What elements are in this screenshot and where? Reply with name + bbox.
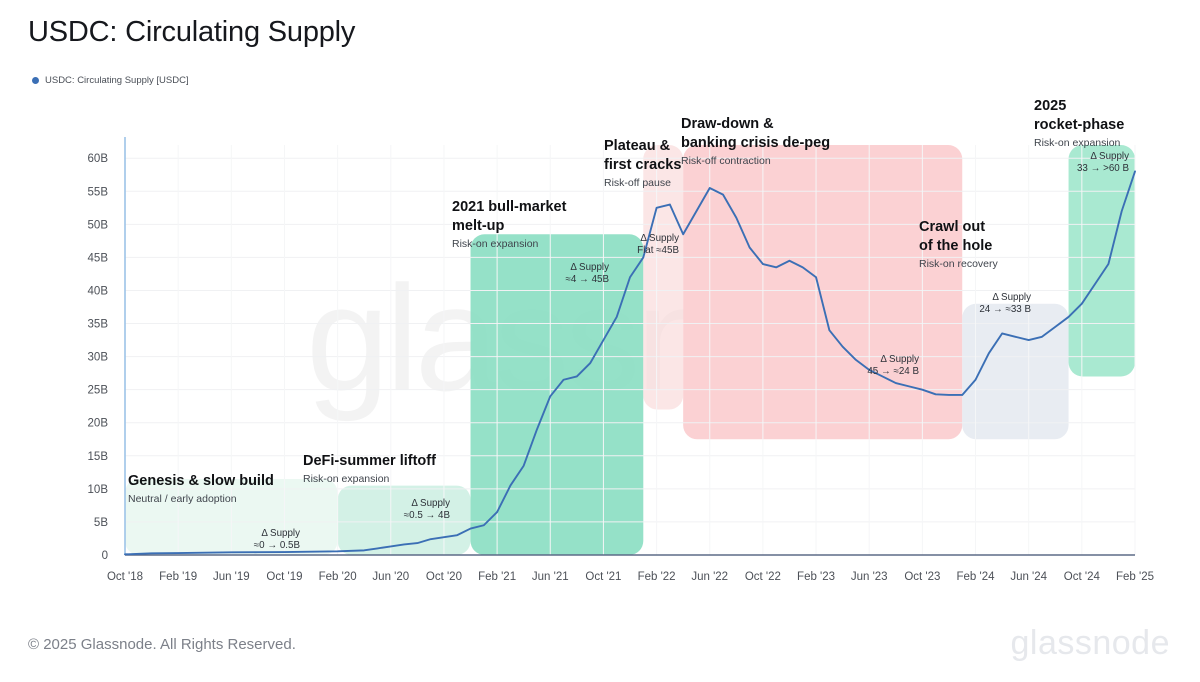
- delta-supply-label: Δ Supply: [261, 528, 300, 539]
- phase-subtitle: Risk-on expansion: [1034, 137, 1121, 149]
- delta-supply-value: 33 → >60 B: [1077, 163, 1129, 174]
- axis-lines-layer: [124, 137, 1135, 556]
- delta-supply-value: 24 → ≈33 B: [979, 304, 1031, 315]
- svg-text:Feb '22: Feb '22: [638, 571, 676, 583]
- phase-bands-layer: [125, 145, 1135, 555]
- supply-line-layer: [124, 170, 1136, 556]
- y-axis-ticks: 0 5B 10B 15B 20B 25B 30B 35B 40B 45B 50B 55B 60B: [88, 153, 109, 562]
- phase-subtitle: Risk-off pause: [604, 177, 671, 189]
- svg-text:Oct '19: Oct '19: [266, 571, 302, 583]
- delta-supply-label: Δ Supply: [570, 262, 609, 273]
- phase-title: Genesis & slow build: [128, 473, 274, 489]
- svg-text:Feb '21: Feb '21: [478, 571, 516, 583]
- svg-text:25B: 25B: [88, 385, 109, 397]
- phase-title: melt-up: [452, 218, 505, 234]
- svg-text:Oct '21: Oct '21: [585, 571, 621, 583]
- phase-subtitle: Risk-on expansion: [303, 473, 390, 485]
- svg-text:Oct '18: Oct '18: [107, 571, 143, 583]
- phase-title: 2025: [1034, 98, 1066, 114]
- footer-copyright: © 2025 Glassnode. All Rights Reserved.: [28, 636, 296, 653]
- phase-subtitle: Risk-off contraction: [681, 155, 771, 167]
- phase-title: Draw-down &: [681, 116, 774, 132]
- svg-text:45B: 45B: [88, 252, 109, 264]
- legend-item-label: USDC: Circulating Supply [USDC]: [45, 75, 189, 86]
- svg-text:Jun '22: Jun '22: [691, 571, 728, 583]
- delta-supply-label: Δ Supply: [411, 498, 450, 509]
- svg-text:60B: 60B: [88, 153, 109, 165]
- svg-text:Oct '22: Oct '22: [745, 571, 781, 583]
- svg-text:Feb '25: Feb '25: [1116, 571, 1154, 583]
- svg-text:40B: 40B: [88, 285, 109, 297]
- chart-plot-area[interactable]: glassnode 05B10B15B20B25B30B35B40B45B50B…: [0, 0, 1200, 600]
- x-axis-ticks: Oct '18 Feb '19 Jun '19 Oct '19 Feb '20 Jun '…: [107, 571, 1154, 583]
- svg-text:Oct '23: Oct '23: [904, 571, 940, 583]
- phase-title: 2021 bull-market: [452, 199, 567, 215]
- phase-subtitle: Risk-on expansion: [452, 238, 539, 250]
- phase-title: DeFi-summer liftoff: [303, 453, 436, 469]
- line-chart-svg[interactable]: glassnode 05B10B15B20B25B30B35B40B45B50B…: [0, 0, 1200, 600]
- svg-text:Jun '24: Jun '24: [1010, 571, 1047, 583]
- svg-text:5B: 5B: [94, 517, 108, 529]
- delta-supply-label: Δ Supply: [640, 233, 679, 244]
- page-title: USDC: Circulating Supply: [28, 16, 356, 48]
- svg-text:55B: 55B: [88, 186, 109, 198]
- svg-text:30B: 30B: [88, 352, 109, 364]
- svg-text:Jun '19: Jun '19: [213, 571, 250, 583]
- svg-text:50B: 50B: [88, 219, 109, 231]
- delta-supply-label: Δ Supply: [880, 354, 919, 365]
- svg-text:Jun '21: Jun '21: [532, 571, 569, 583]
- svg-text:20B: 20B: [88, 418, 109, 430]
- delta-supply-value: ≈0.5 → 4B: [404, 510, 451, 521]
- phase-title: Plateau &: [604, 138, 671, 154]
- delta-supply-label: Δ Supply: [992, 292, 1031, 303]
- delta-supply-value: 45 → ≈24 B: [867, 366, 919, 377]
- svg-text:Feb '24: Feb '24: [957, 571, 996, 583]
- svg-text:Oct '20: Oct '20: [426, 571, 462, 583]
- svg-text:Feb '20: Feb '20: [319, 571, 357, 583]
- phase-title: Crawl out: [919, 219, 985, 235]
- delta-supply-value: Flat ≈45B: [637, 245, 679, 256]
- svg-text:Feb '19: Feb '19: [159, 571, 197, 583]
- phase-title: of the hole: [919, 238, 992, 254]
- svg-text:35B: 35B: [88, 319, 109, 331]
- svg-text:15B: 15B: [88, 451, 109, 463]
- delta-supply-value: ≈4 → 45B: [566, 274, 610, 285]
- delta-supply-value: ≈0 → 0.5B: [254, 540, 301, 551]
- svg-text:Jun '23: Jun '23: [851, 571, 888, 583]
- svg-text:Jun '20: Jun '20: [372, 571, 409, 583]
- phase-title: first cracks: [604, 157, 681, 173]
- phase-subtitle: Risk-on recovery: [919, 258, 999, 270]
- phase-title: banking crisis de-peg: [681, 135, 830, 151]
- svg-text:Feb '23: Feb '23: [797, 571, 835, 583]
- phase-annotations-layer: Genesis & slow build Neutral / early adop…: [128, 98, 1129, 551]
- svg-text:0: 0: [102, 550, 108, 562]
- brand-logo: glassnode: [1010, 624, 1170, 662]
- phase-subtitle: Neutral / early adoption: [128, 493, 237, 505]
- svg-text:Oct '24: Oct '24: [1064, 571, 1101, 583]
- phase-title: rocket-phase: [1034, 117, 1124, 133]
- legend-color-swatch: [32, 77, 39, 84]
- delta-supply-label: Δ Supply: [1090, 151, 1129, 162]
- svg-text:10B: 10B: [88, 484, 109, 496]
- chart-legend[interactable]: USDC: Circulating Supply [USDC]: [32, 75, 189, 86]
